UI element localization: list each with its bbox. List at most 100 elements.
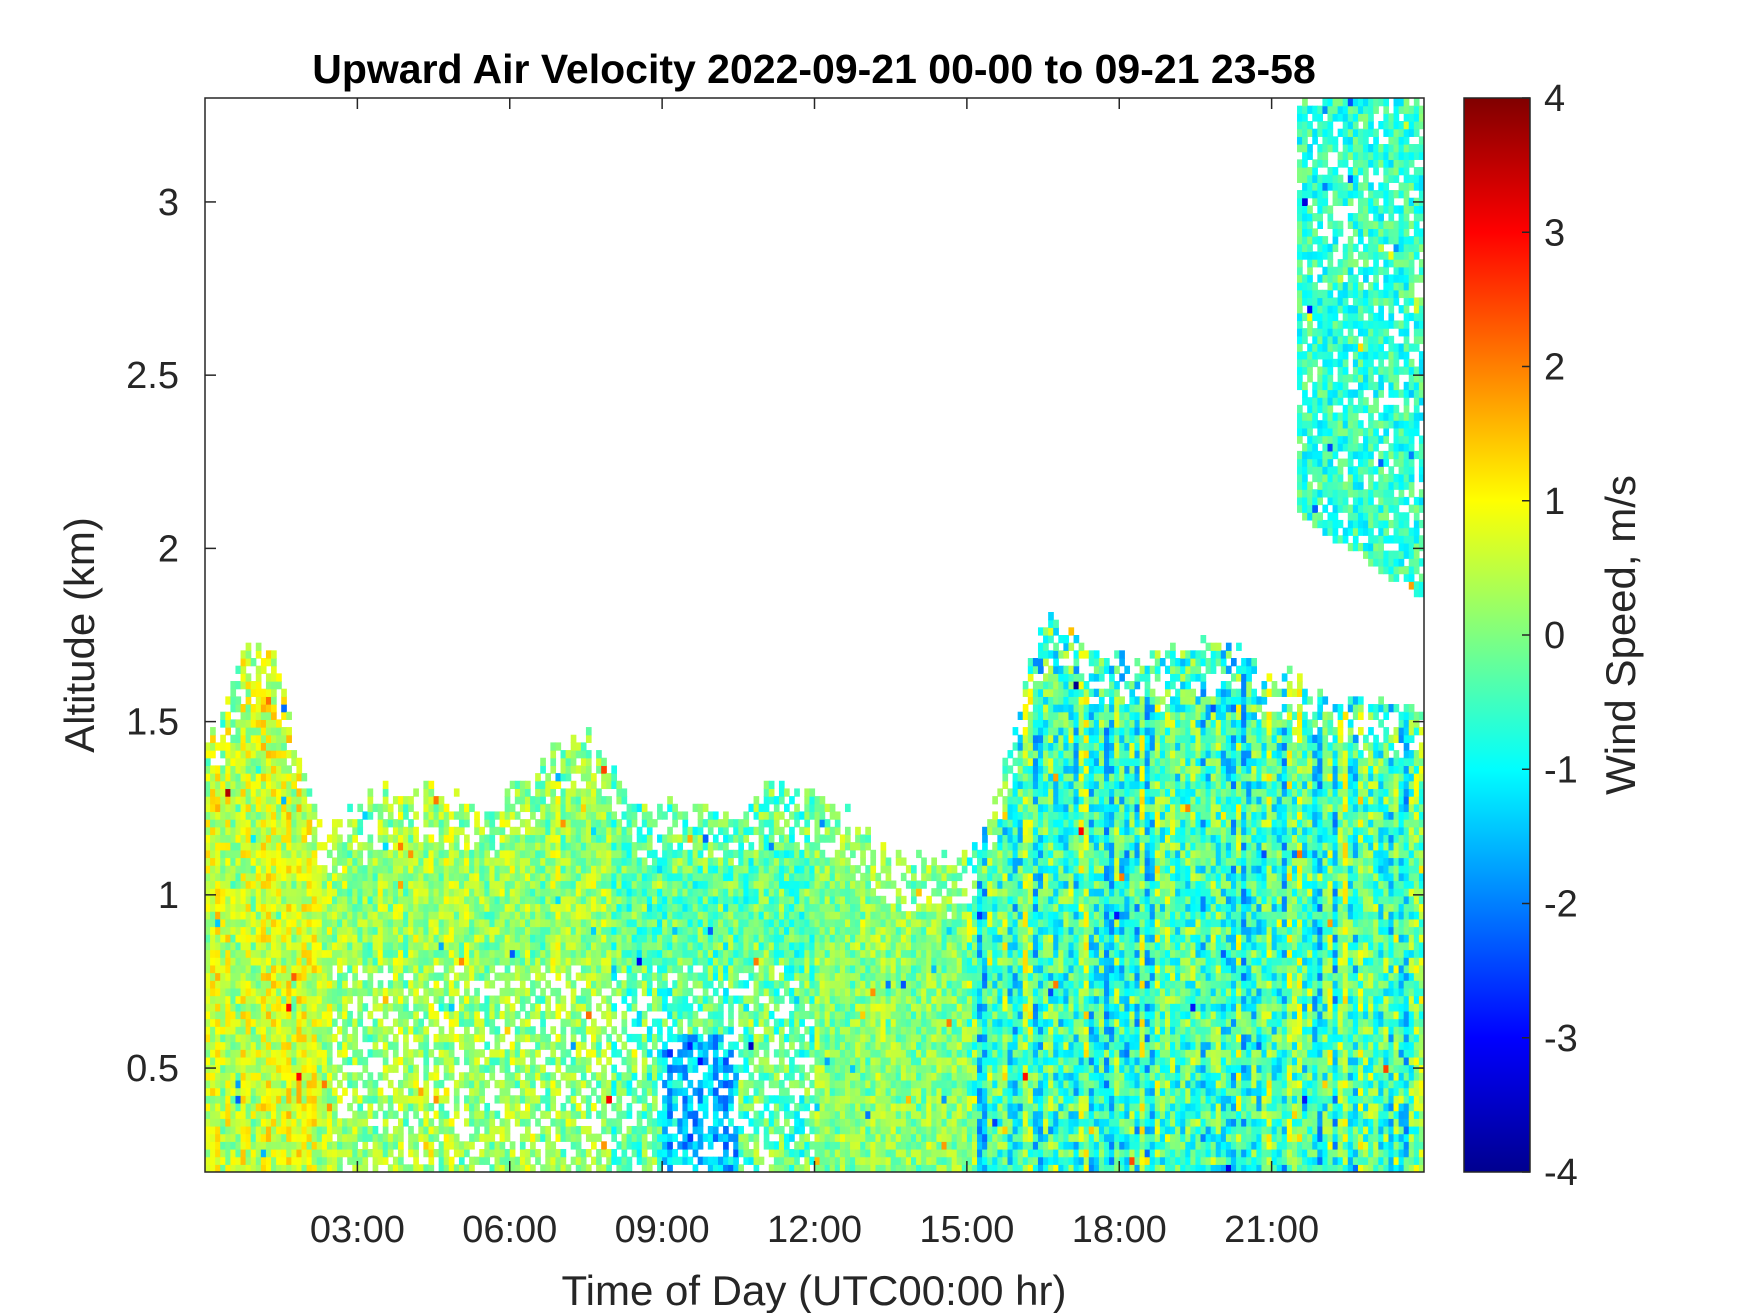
heatmap-cell xyxy=(545,1072,551,1081)
heatmap-cell xyxy=(281,734,287,743)
heatmap-cell xyxy=(408,918,414,928)
heatmap-cell xyxy=(260,803,267,813)
heatmap-cell xyxy=(250,1156,257,1165)
heatmap-cell xyxy=(504,888,511,897)
heatmap-cell xyxy=(743,1133,750,1142)
heatmap-cell xyxy=(687,987,694,997)
heatmap-cell xyxy=(469,964,475,974)
heatmap-cell xyxy=(667,826,673,836)
heatmap-cell xyxy=(646,880,653,889)
heatmap-cell xyxy=(712,811,719,820)
heatmap-cell xyxy=(580,857,587,866)
heatmap-cell xyxy=(570,918,577,928)
heatmap-cell xyxy=(682,1156,689,1165)
heatmap-cell xyxy=(230,888,237,897)
heatmap-cell xyxy=(499,1095,506,1104)
heatmap-cell xyxy=(474,1056,480,1066)
heatmap-cell xyxy=(230,688,237,697)
heatmap-cell xyxy=(499,1056,506,1066)
heatmap-cell xyxy=(702,1095,709,1104)
heatmap-cell xyxy=(768,788,775,797)
heatmap-cell xyxy=(225,972,231,981)
heatmap-cell xyxy=(718,1026,724,1035)
heatmap-cell xyxy=(392,1018,399,1027)
heatmap-cell xyxy=(616,895,623,905)
heatmap-cell xyxy=(728,1156,734,1165)
heatmap-cell xyxy=(580,834,587,843)
heatmap-cell xyxy=(626,957,633,966)
heatmap-cell xyxy=(458,1041,465,1050)
heatmap-cell xyxy=(265,857,272,866)
heatmap-cell xyxy=(240,1064,247,1073)
heatmap-cell xyxy=(357,803,364,813)
heatmap-cell xyxy=(240,1118,247,1127)
heatmap-cell xyxy=(519,872,526,882)
heatmap-cell xyxy=(387,980,394,989)
heatmap-cell xyxy=(784,880,790,889)
heatmap-cell xyxy=(377,1072,384,1081)
heatmap-cell xyxy=(453,826,460,836)
heatmap-cell xyxy=(458,895,465,905)
heatmap-cell xyxy=(306,949,313,958)
heatmap-cell xyxy=(707,1125,714,1135)
heatmap-cell xyxy=(372,880,379,889)
heatmap-cell xyxy=(443,949,450,958)
heatmap-cell xyxy=(778,842,785,851)
heatmap-cell xyxy=(276,1095,282,1104)
heatmap-cell xyxy=(316,972,323,981)
heatmap-cell xyxy=(494,826,501,836)
heatmap-cell xyxy=(524,788,531,797)
heatmap-cell xyxy=(702,980,709,989)
heatmap-cell xyxy=(758,803,765,813)
heatmap-cell xyxy=(215,1010,221,1020)
heatmap-cell xyxy=(662,980,668,989)
heatmap-cell xyxy=(230,719,237,728)
heatmap-cell xyxy=(687,972,694,981)
heatmap-cell xyxy=(662,1156,668,1165)
heatmap-cell xyxy=(773,995,780,1004)
heatmap-cell xyxy=(591,872,597,882)
heatmap-cell xyxy=(408,1133,414,1142)
heatmap-cell xyxy=(250,957,257,966)
heatmap-cell xyxy=(250,895,257,905)
heatmap-cell xyxy=(677,1026,684,1035)
heatmap-cell xyxy=(677,834,684,843)
heatmap-cell xyxy=(575,1141,582,1150)
heatmap-cell xyxy=(636,1079,643,1089)
heatmap-cell xyxy=(494,1003,501,1012)
heatmap-cell xyxy=(205,1026,211,1035)
heatmap-cell xyxy=(265,1125,272,1135)
heatmap-cell xyxy=(621,1156,628,1165)
heatmap-cell xyxy=(245,1049,252,1058)
heatmap-cell xyxy=(738,1133,744,1142)
heatmap-cell xyxy=(585,880,592,889)
heatmap-cell xyxy=(728,1064,734,1073)
heatmap-cell xyxy=(494,903,501,912)
heatmap-cell xyxy=(316,880,323,889)
heatmap-cell xyxy=(347,1010,353,1020)
heatmap-cell xyxy=(555,865,562,874)
heatmap-cell xyxy=(631,1003,638,1012)
heatmap-cell xyxy=(403,888,409,897)
heatmap-cell xyxy=(316,1041,323,1050)
heatmap-cell xyxy=(519,1110,526,1119)
heatmap-cell xyxy=(514,880,521,889)
heatmap-cell xyxy=(489,1125,496,1135)
heatmap-cell xyxy=(225,811,231,820)
heatmap-cell xyxy=(545,857,551,866)
heatmap-cell xyxy=(545,1133,551,1142)
heatmap-cell xyxy=(215,773,221,782)
heatmap-cell xyxy=(433,1133,440,1142)
heatmap-cell xyxy=(255,734,262,743)
heatmap-cell xyxy=(540,957,546,966)
heatmap-cell xyxy=(596,865,602,874)
heatmap-cell xyxy=(311,903,318,912)
heatmap-cell xyxy=(733,964,739,974)
heatmap-cell xyxy=(296,964,303,974)
heatmap-cell xyxy=(530,888,536,897)
heatmap-cell xyxy=(337,1118,343,1127)
heatmap-cell xyxy=(286,819,292,828)
heatmap-cell xyxy=(733,918,739,928)
heatmap-cell xyxy=(773,1102,780,1112)
heatmap-cell xyxy=(362,1148,369,1158)
